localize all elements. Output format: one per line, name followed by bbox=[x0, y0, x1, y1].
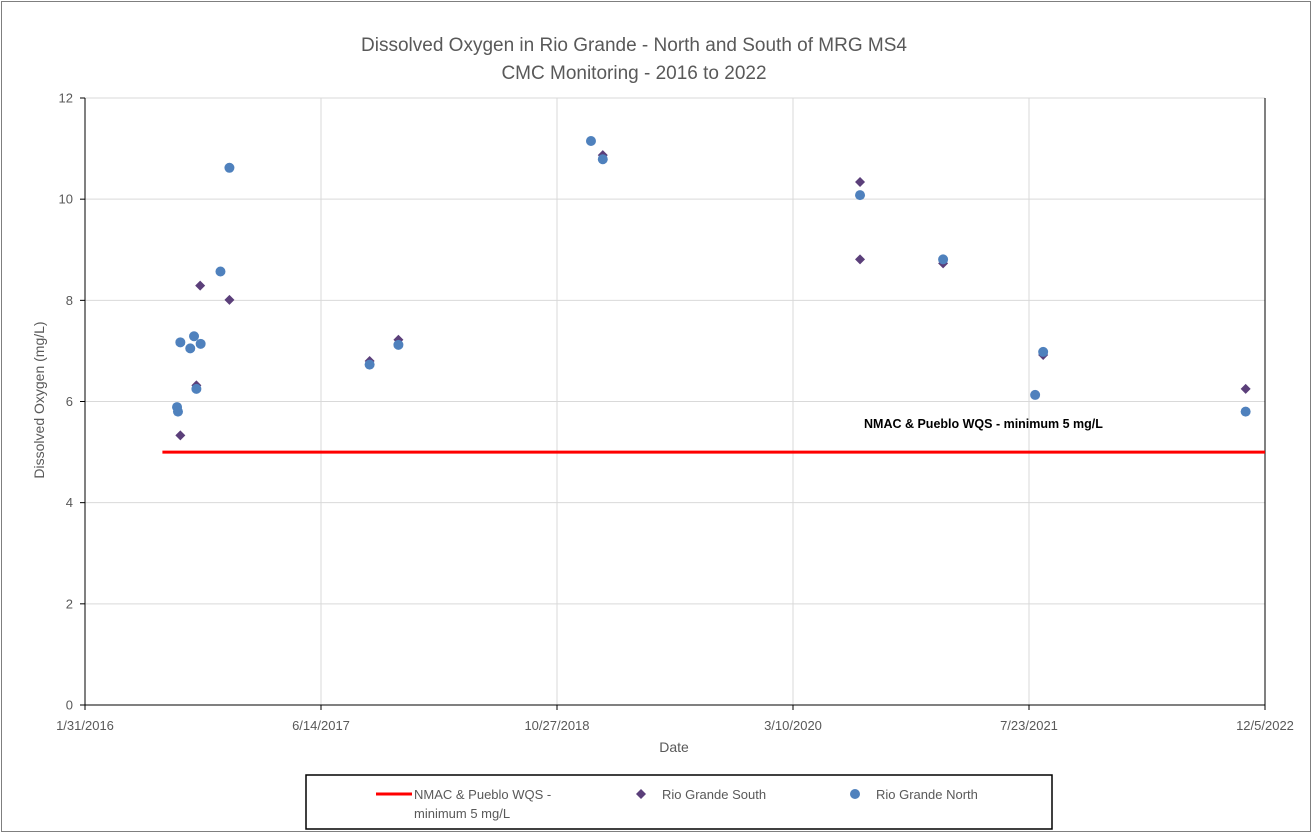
legend-box bbox=[305, 774, 1053, 830]
plot-area bbox=[162, 135, 1265, 454]
legend-threshold-label: minimum 5 mg/L bbox=[414, 806, 510, 821]
legend-north-label: Rio Grande North bbox=[876, 787, 978, 802]
data-point-north bbox=[185, 343, 196, 354]
y-axis-title: Dissolved Oxygen (mg/L) bbox=[31, 321, 47, 478]
data-point-north bbox=[393, 339, 404, 350]
legend-north-swatch bbox=[850, 789, 860, 799]
x-tick-label: 12/5/2022 bbox=[1236, 718, 1294, 733]
axes bbox=[80, 97, 1266, 710]
x-tick-label: 10/27/2018 bbox=[524, 718, 589, 733]
x-axis-title: Date bbox=[659, 739, 689, 755]
data-point-north bbox=[597, 154, 608, 165]
data-point-north bbox=[585, 135, 596, 146]
y-tick-label: 4 bbox=[66, 495, 73, 510]
data-point-north bbox=[1038, 346, 1049, 357]
data-point-north bbox=[1030, 389, 1041, 400]
legend-south-label: Rio Grande South bbox=[662, 787, 766, 802]
x-tick-label: 3/10/2020 bbox=[764, 718, 822, 733]
gridlines bbox=[85, 97, 1266, 705]
threshold-annotation: NMAC & Pueblo WQS - minimum 5 mg/L bbox=[864, 417, 1103, 431]
data-point-north bbox=[189, 331, 200, 342]
legend-threshold-label: NMAC & Pueblo WQS - bbox=[414, 787, 551, 802]
x-tick-label: 6/14/2017 bbox=[292, 718, 350, 733]
data-point-north bbox=[191, 383, 202, 394]
chart-title-line-2: CMC Monitoring - 2016 to 2022 bbox=[501, 63, 766, 84]
y-tick-label: 8 bbox=[66, 293, 73, 308]
data-point-south bbox=[855, 254, 866, 265]
legend: NMAC & Pueblo WQS - minimum 5 mg/L Rio Gra… bbox=[305, 774, 1053, 830]
data-point-south bbox=[224, 294, 235, 305]
series-diamond bbox=[175, 150, 1251, 441]
data-point-south bbox=[195, 280, 206, 291]
data-point-north bbox=[1240, 406, 1251, 417]
data-point-north bbox=[938, 254, 949, 265]
y-tick-label: 2 bbox=[66, 596, 73, 611]
y-tick-label: 12 bbox=[59, 91, 73, 106]
data-point-north bbox=[172, 406, 183, 417]
y-axis-tick-labels: 0 2 4 6 8 10 12 bbox=[59, 91, 73, 713]
data-point-north bbox=[215, 266, 226, 277]
series-circle bbox=[172, 135, 1251, 417]
y-tick-label: 10 bbox=[59, 192, 73, 207]
x-tick-label: 7/23/2021 bbox=[1000, 718, 1058, 733]
y-tick-label: 6 bbox=[66, 394, 73, 409]
data-point-north bbox=[855, 190, 866, 201]
data-point-north bbox=[195, 338, 206, 349]
x-tick-label: 1/31/2016 bbox=[56, 718, 114, 733]
x-axis-tick-labels: 1/31/2016 6/14/2017 10/27/2018 3/10/2020 7/2… bbox=[56, 718, 1294, 733]
data-point-north bbox=[175, 337, 186, 348]
chart-title-line-1: Dissolved Oxygen in Rio Grande - North a… bbox=[361, 35, 907, 56]
chart-title: Dissolved Oxygen in Rio Grande - North a… bbox=[361, 35, 907, 84]
data-point-north bbox=[224, 162, 235, 173]
data-point-south bbox=[855, 176, 866, 187]
data-point-south bbox=[1240, 383, 1251, 394]
data-point-north bbox=[364, 359, 375, 370]
data-point-south bbox=[175, 430, 186, 441]
y-tick-label: 0 bbox=[66, 698, 73, 713]
legend-south-swatch bbox=[636, 789, 646, 799]
